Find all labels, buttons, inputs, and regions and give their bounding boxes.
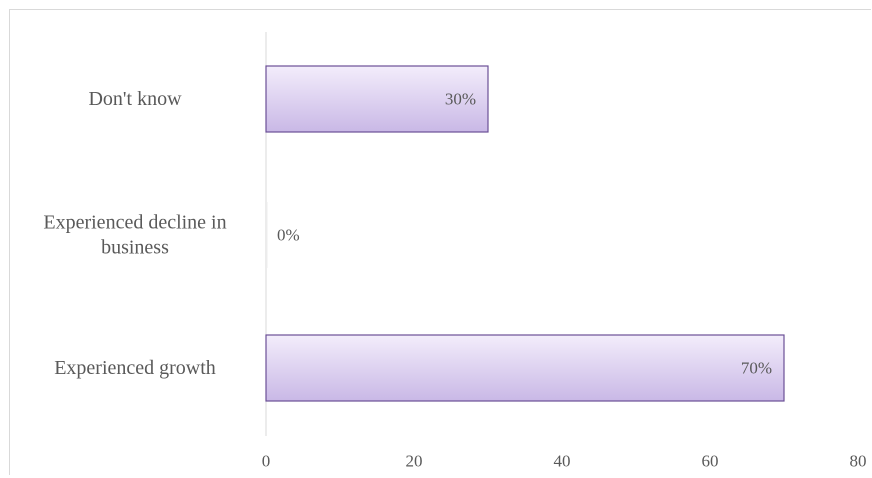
data-label: 0%: [277, 226, 300, 245]
bar: [265, 334, 785, 402]
tick-label: 60: [702, 452, 719, 471]
value-axis-ticks: 0 20 40 60 80: [262, 452, 867, 471]
category-label: Experienced growth: [54, 357, 216, 379]
tick-label: 40: [554, 452, 571, 471]
chart-frame: [9, 9, 871, 475]
tick-label: 20: [406, 452, 423, 471]
data-label: 30%: [445, 90, 476, 109]
bar: [265, 65, 489, 133]
tick-label: 80: [850, 452, 867, 471]
category-labels: Don't know Experienced decline in business…: [43, 88, 226, 379]
bar: [266, 202, 268, 268]
data-label: 70%: [741, 359, 772, 378]
category-label: Don't know: [88, 88, 182, 110]
category-label: Experienced decline in business: [43, 212, 226, 259]
tick-label: 0: [262, 452, 271, 471]
bars-layer: 30% 0% 70%: [265, 65, 785, 402]
